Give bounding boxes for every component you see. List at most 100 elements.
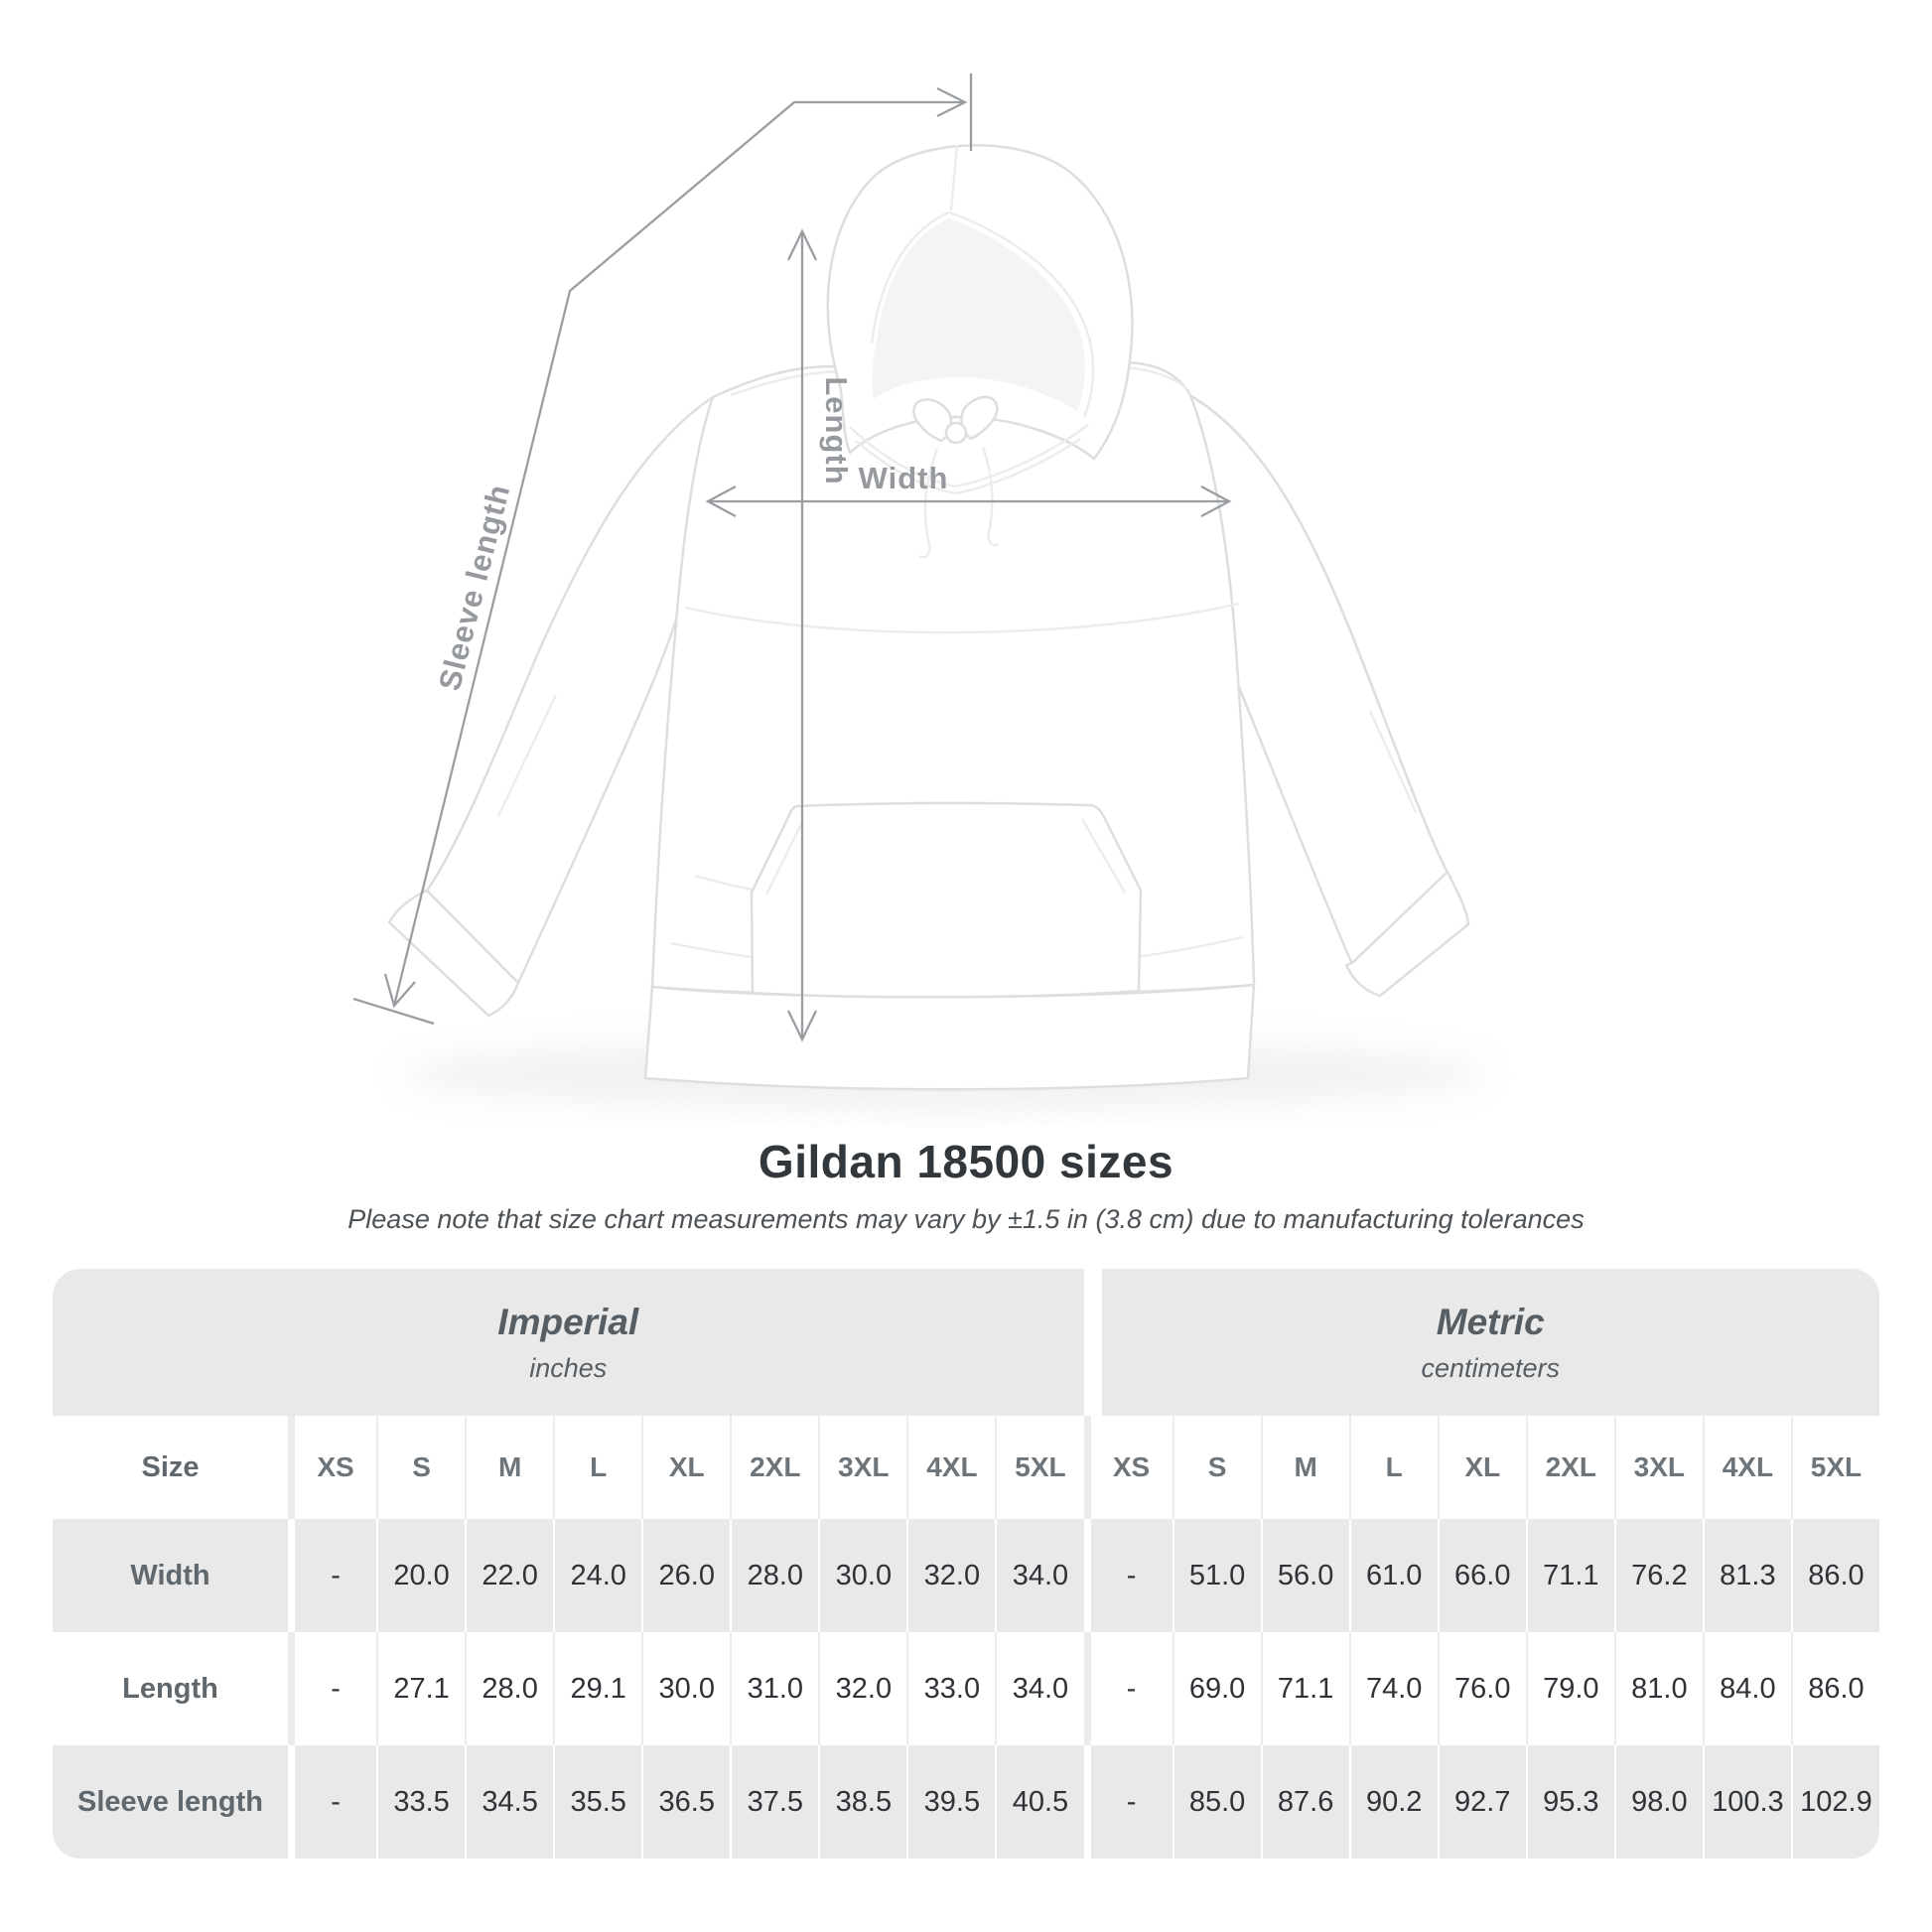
size-col-3xl-imperial: 3XL: [818, 1416, 907, 1519]
sleeve-length-arrowhead-bottom: [383, 973, 416, 1009]
size-col-s-imperial: S: [376, 1416, 466, 1519]
imperial-title: Imperial: [497, 1301, 639, 1342]
size-header-label: Size: [53, 1416, 288, 1519]
table-cell: 34.0: [995, 1519, 1084, 1632]
drawstring-cord-right: [981, 446, 1000, 547]
table-cell: 69.0: [1172, 1632, 1261, 1745]
table-cell: 71.1: [1260, 1632, 1349, 1745]
length-row: Length - 27.1 28.0 29.1 30.0 31.0 32.0 3…: [53, 1632, 1879, 1745]
size-col-m-imperial: M: [465, 1416, 554, 1519]
table-cell: 35.5: [553, 1745, 642, 1859]
table-cell: 86.0: [1790, 1632, 1879, 1745]
page-subtitle: Please note that size chart measurements…: [347, 1204, 1585, 1234]
sleeve-length-arrow: [392, 100, 964, 1007]
table-cell: 84.0: [1702, 1632, 1791, 1745]
table-cell: 87.6: [1260, 1745, 1349, 1859]
table-cell: 81.0: [1613, 1632, 1703, 1745]
table-cell: 66.0: [1437, 1519, 1526, 1632]
size-col-5xl-imperial: 5XL: [995, 1416, 1084, 1519]
kangaroo-pocket: [750, 801, 1143, 999]
table-cell: 28.0: [730, 1519, 819, 1632]
sleeve-length-arrowhead-top: [936, 86, 968, 118]
table-cell: 98.0: [1613, 1745, 1703, 1859]
table-cell: 34.5: [465, 1745, 554, 1859]
imperial-section-header: Imperial inches: [53, 1269, 1084, 1416]
size-chart-table: Imperial inches Metric centimeters Size …: [53, 1269, 1879, 1859]
table-cell: 56.0: [1260, 1519, 1349, 1632]
hood-interior-shade: [872, 218, 1085, 411]
table-cell: 28.0: [465, 1632, 554, 1745]
table-cell: 33.5: [376, 1745, 466, 1859]
size-col-2xl-imperial: 2XL: [730, 1416, 819, 1519]
table-cell: 26.0: [641, 1519, 731, 1632]
table-cell: 36.5: [641, 1745, 731, 1859]
size-col-s-metric: S: [1172, 1416, 1261, 1519]
neck-rim-inner: [855, 438, 1081, 495]
table-cell: 95.3: [1525, 1745, 1614, 1859]
table-cell: -: [288, 1519, 377, 1632]
row-label-length: Length: [53, 1632, 288, 1745]
table-cell: 71.1: [1525, 1519, 1614, 1632]
hoodie-right-cuff: [1344, 870, 1470, 998]
neck-rim: [849, 424, 1089, 488]
shoulder-seam-left: [730, 369, 845, 397]
width-row: Width - 20.0 22.0 24.0 26.0 28.0 30.0 32…: [53, 1519, 1879, 1632]
length-arrowhead-bottom: [786, 1010, 818, 1042]
table-cell: 27.1: [376, 1632, 466, 1745]
table-cell: 34.0: [995, 1632, 1084, 1745]
table-cell: -: [288, 1745, 377, 1859]
size-col-xs-metric: XS: [1083, 1416, 1173, 1519]
hoodie-illustration: [387, 144, 1470, 1091]
chest-wrinkle: [684, 602, 1240, 634]
sleeve-length-label: Sleeve length: [432, 481, 516, 694]
table-cell: 33.0: [906, 1632, 996, 1745]
measurement-arrows: [352, 73, 1232, 1042]
size-col-xl-imperial: XL: [641, 1416, 731, 1519]
table-cell: 32.0: [906, 1519, 996, 1632]
hoodie-diagram-svg: Width Length Sleeve length: [352, 73, 1484, 1110]
size-col-3xl-metric: 3XL: [1613, 1416, 1703, 1519]
sleeve-crease-right: [1368, 710, 1418, 813]
size-col-4xl-metric: 4XL: [1702, 1416, 1791, 1519]
pocket-stitch-right: [1080, 818, 1127, 894]
width-arrowhead-right: [1200, 484, 1232, 518]
table-cell: 37.5: [730, 1745, 819, 1859]
table-cell: 30.0: [818, 1519, 907, 1632]
drawstring-cord-left: [918, 448, 939, 559]
row-label-width: Width: [53, 1519, 288, 1632]
table-cell: 39.5: [906, 1745, 996, 1859]
hood-center-seam: [949, 144, 959, 211]
metric-title: Metric: [1436, 1301, 1545, 1342]
table-cell: 20.0: [376, 1519, 466, 1632]
table-cell: 31.0: [730, 1632, 819, 1745]
width-arrowhead-left: [705, 484, 737, 518]
table-cell: 74.0: [1348, 1632, 1438, 1745]
table-cell: 79.0: [1525, 1632, 1614, 1745]
table-cell: 100.3: [1702, 1745, 1791, 1859]
size-col-m-metric: M: [1260, 1416, 1349, 1519]
table-cell: 51.0: [1172, 1519, 1261, 1632]
size-col-xl-metric: XL: [1437, 1416, 1526, 1519]
table-cell: 86.0: [1790, 1519, 1879, 1632]
table-cell: 61.0: [1348, 1519, 1438, 1632]
hoodie-left-cuff: [387, 889, 520, 1018]
size-col-2xl-metric: 2XL: [1525, 1416, 1614, 1519]
table-cell: 32.0: [818, 1632, 907, 1745]
table-cell: 76.0: [1437, 1632, 1526, 1745]
table-cell: 90.2: [1348, 1745, 1438, 1859]
table-cell: -: [288, 1632, 377, 1745]
hood-opening-edge: [870, 210, 1095, 418]
imperial-unit: inches: [529, 1352, 608, 1383]
table-cell: 24.0: [553, 1519, 642, 1632]
size-col-l-metric: L: [1348, 1416, 1438, 1519]
size-col-5xl-metric: 5XL: [1790, 1416, 1879, 1519]
table-cell: -: [1083, 1632, 1173, 1745]
table-cell: 29.1: [553, 1632, 642, 1745]
sleeve-crease-left: [496, 694, 558, 817]
drawstring-knot: [944, 421, 968, 445]
table-cell: 85.0: [1172, 1745, 1261, 1859]
row-label-sleeve-length: Sleeve length: [53, 1745, 288, 1859]
length-arrowhead-top: [786, 228, 818, 261]
metric-section-header: Metric centimeters: [1083, 1269, 1879, 1416]
table-cell: 38.5: [818, 1745, 907, 1859]
